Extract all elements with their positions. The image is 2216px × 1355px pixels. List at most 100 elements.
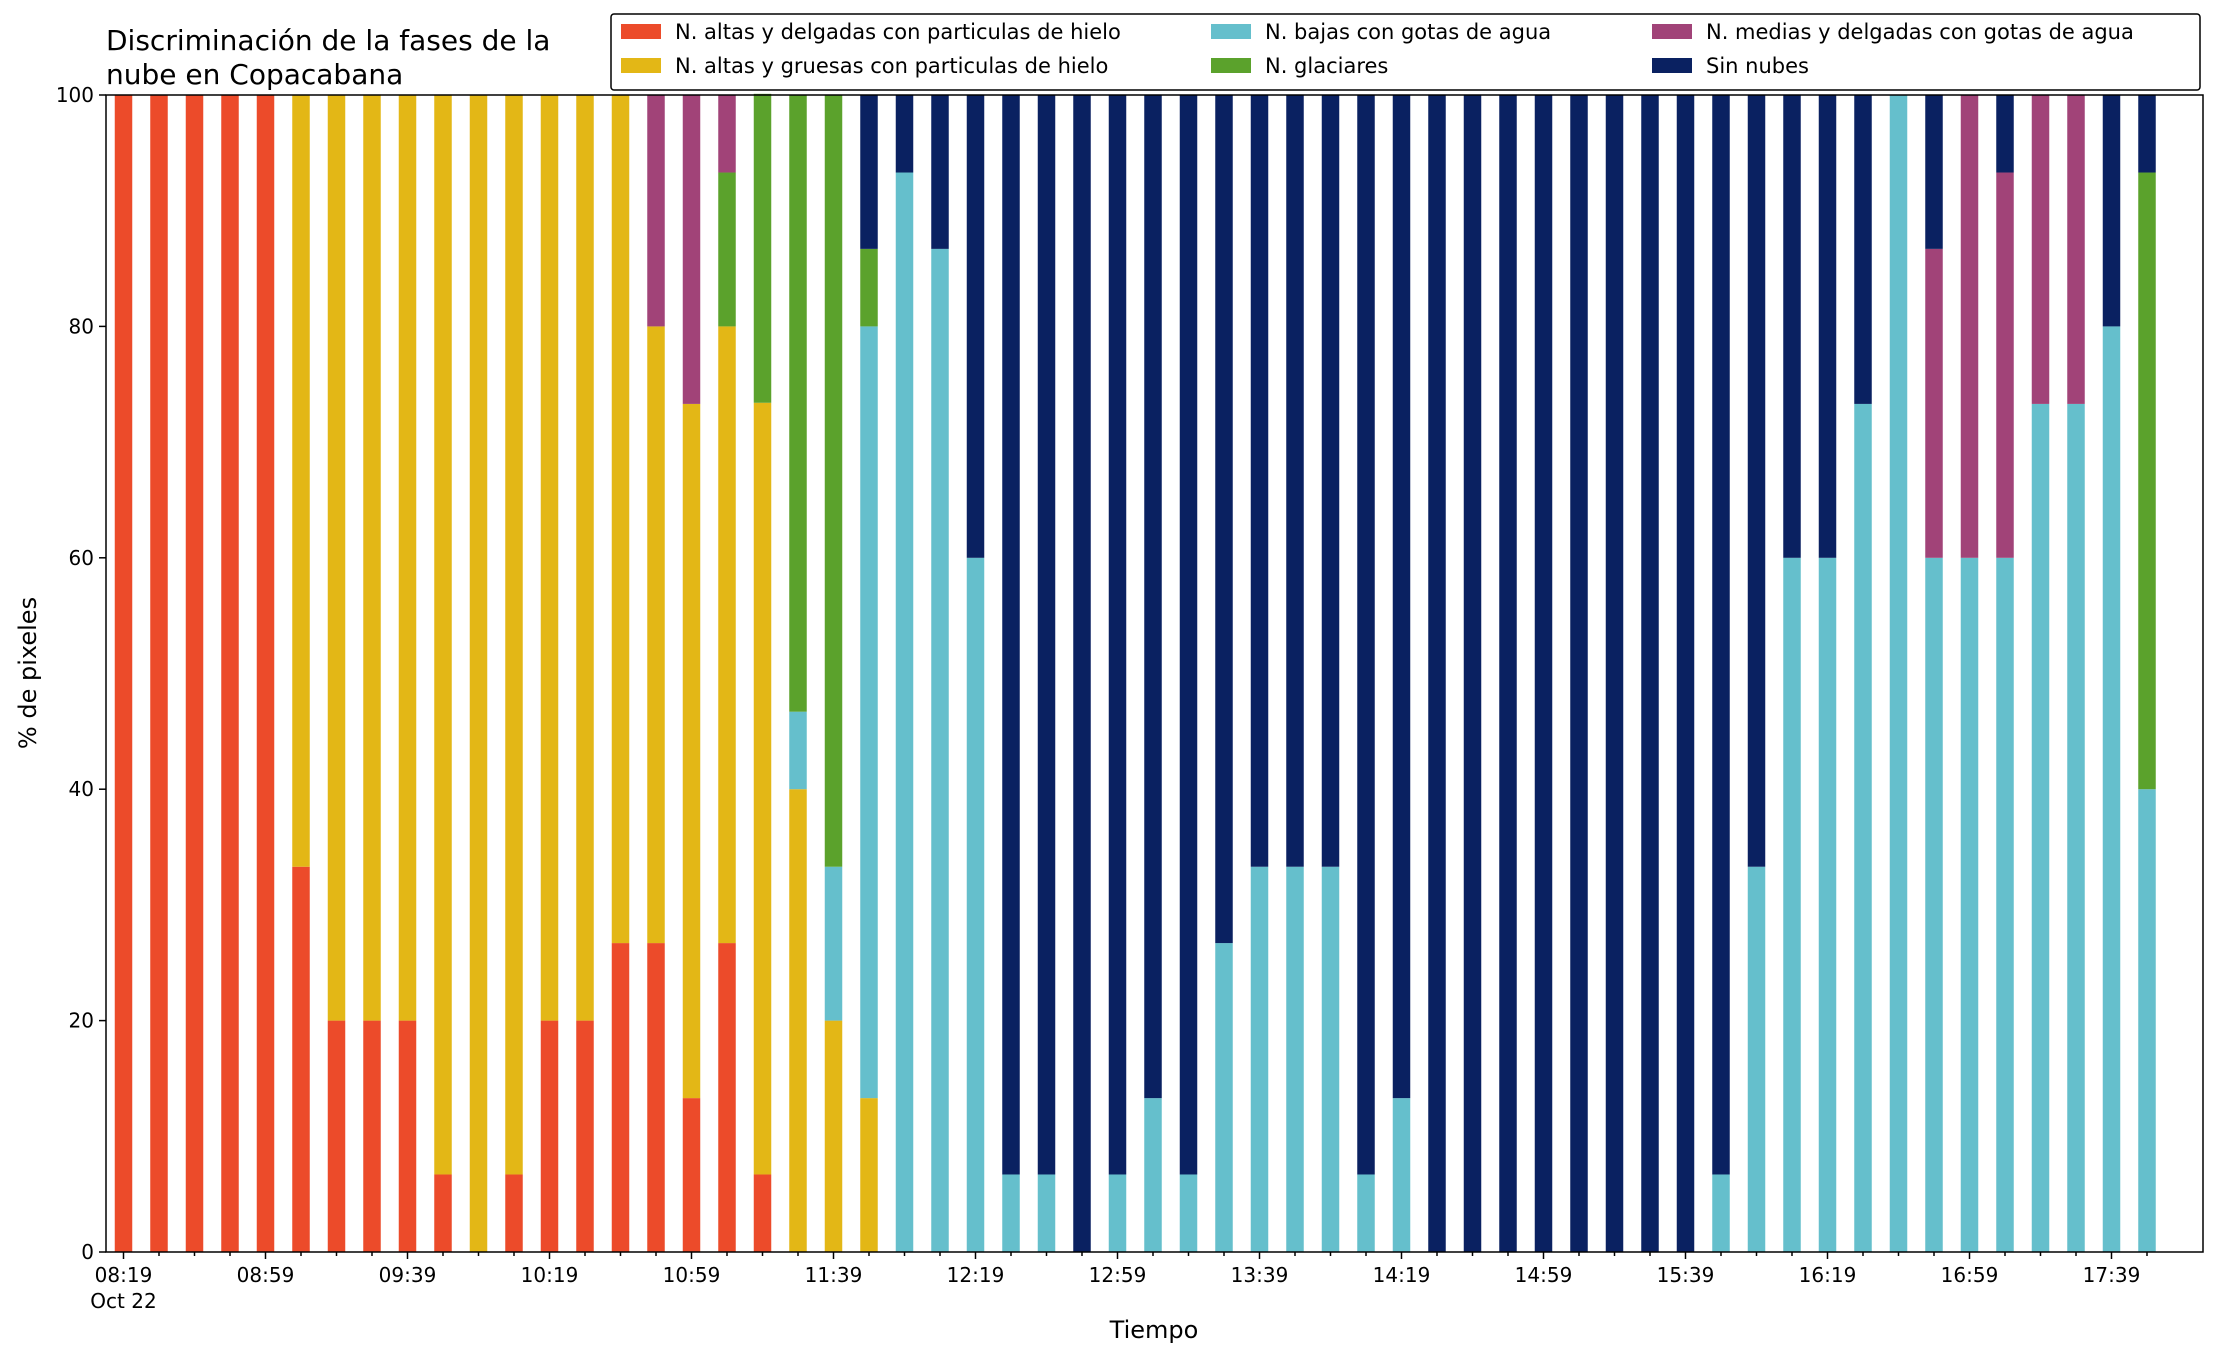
bar-segment [1179,95,1198,1175]
bar-segment [1179,1174,1198,1252]
bar-segment [576,95,594,1021]
bar-segment [1250,95,1269,867]
bar-segment [1037,1174,1056,1252]
bar-segment [1073,95,1091,1252]
bar-segment [1428,95,1446,1252]
legend-swatch [621,58,661,73]
bar-segment [682,95,701,404]
x-tick-label: 15:39 [1657,1263,1715,1287]
bar-segment [1392,1098,1411,1252]
y-tick-label: 100 [56,83,94,107]
bar-segment [1108,1174,1127,1252]
bar-segment [1108,95,1127,1175]
bar-segment [753,1174,772,1252]
x-tick-label: 13:39 [1231,1263,1289,1287]
bar-segment [1321,95,1340,867]
bar-segment [789,789,807,1252]
bar-segment [647,943,665,1252]
bar-segment [1463,95,1482,1252]
legend-label: N. glaciares [1265,54,1388,78]
bar-segment [1854,403,1872,1252]
bar-segment [824,866,843,1021]
bar-segment [1286,866,1304,1252]
bar-segment [1996,172,2014,558]
x-axis-label: Tiempo [1109,1316,1199,1344]
x-tick-label: 14:19 [1373,1263,1431,1287]
bar-segment [363,1020,381,1252]
plot-frame [105,94,2204,1253]
bar-segment [398,1020,417,1252]
bar-segment [221,95,239,1252]
bar-segment [1960,95,1979,558]
x-tick-label: 10:59 [663,1263,721,1287]
bar-segment [2067,403,2085,1252]
bar-segment [1854,95,1872,404]
bar-segment [1321,866,1340,1252]
bar-segment [1002,95,1020,1175]
x-tick-label: 11:39 [805,1263,863,1287]
x-tick-label: 08:59 [237,1263,295,1287]
bar-segment [966,557,985,1252]
bar-segment [1037,95,1056,1175]
bar-segment [1996,557,2014,1252]
bar-segment [1925,95,1943,249]
x-tick-label: 12:59 [1089,1263,1147,1287]
bar-segment [1002,1174,1020,1252]
bar-segment [1215,95,1233,944]
legend-label: N. altas y delgadas con particulas de hi… [675,20,1121,44]
bar-segment [540,1020,559,1252]
title-line-2: nube en Copacabana [106,58,403,91]
title-line-1: Discriminación de la fases de la [106,24,550,57]
bar-segment [860,95,878,249]
bar-segment [718,943,736,1252]
bar-segment [718,95,736,173]
bar-segment [1712,1174,1730,1252]
y-tick-label: 0 [81,1240,94,1264]
x-tick-label: 10:19 [521,1263,579,1287]
x-tick-label: 17:39 [2083,1263,2141,1287]
bar-segment [966,95,985,558]
x-tick-label: 09:39 [379,1263,437,1287]
bar-segment [718,172,736,327]
bar-segment [860,248,878,327]
bar-segment [2031,403,2050,1252]
bar-segment [931,248,949,1252]
legend-label: Sin nubes [1706,54,1809,78]
bar-segment [1925,557,1943,1252]
x-tick-label: 16:59 [1941,1263,1999,1287]
bar-segment [1534,95,1553,1252]
x-tick-sublabel: Oct 22 [90,1289,156,1313]
y-axis: 0 20 40 60 80 100 [56,83,106,1264]
y-tick-label: 20 [69,1009,94,1033]
bar-segment [718,326,736,944]
bar-segment [327,95,346,1021]
bar-segment [2138,172,2156,790]
bar-segment [1144,1098,1162,1252]
legend-swatch [1652,58,1692,73]
bar-segment [114,95,133,1252]
bar-segment [363,95,381,1021]
bar-segment [1747,866,1766,1252]
y-axis-label: % de pixeles [14,597,42,749]
title: Discriminación de la fases de la nube en… [106,24,550,91]
bar-segment [2067,95,2085,404]
bar-segment [1570,95,1588,1252]
legend-label: N. medias y delgadas con gotas de agua [1706,20,2134,44]
bar-segment [1818,95,1837,558]
bar-segment [647,95,665,327]
bar-segment [1392,95,1411,1099]
bar-segment [434,1174,452,1252]
bar-segment [682,1098,701,1252]
bar-segment [753,402,772,1175]
bar-segment [505,1174,523,1252]
bar-segment [824,1020,843,1252]
bar-segment [1925,248,1943,558]
bar-segment [789,711,807,790]
bar-segment [327,1020,346,1252]
bar-segment [1286,95,1304,867]
bar-segment [2102,95,2121,327]
bar-segment [1996,95,2014,173]
x-tick-label: 08:19 [95,1263,153,1287]
bar-segment [931,95,949,249]
bar-segment [256,95,275,1252]
